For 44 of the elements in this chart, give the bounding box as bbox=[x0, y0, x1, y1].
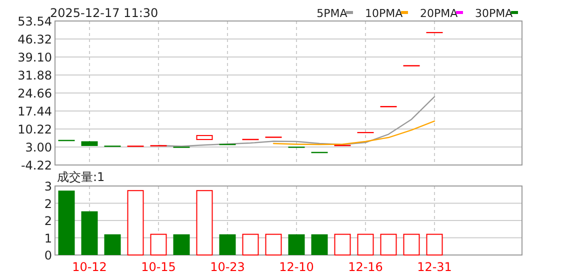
y-tick-label: 24.66 bbox=[18, 86, 52, 100]
y-tick-label: 2 bbox=[44, 196, 52, 211]
y-tick-label: 39.10 bbox=[18, 50, 52, 64]
y-tick-label: 0 bbox=[44, 248, 52, 262]
y-tick-label: 53.54 bbox=[18, 14, 52, 28]
bar bbox=[334, 234, 351, 256]
bar bbox=[127, 190, 144, 256]
bar bbox=[311, 234, 328, 255]
y-tick-label: 17.44 bbox=[18, 104, 52, 118]
bar bbox=[242, 234, 259, 256]
bar bbox=[288, 234, 305, 255]
y-tick-label: 31.88 bbox=[18, 68, 52, 82]
y-tick-label: 3 bbox=[44, 180, 52, 194]
y-tick-label: 3.00 bbox=[25, 140, 52, 154]
bar bbox=[219, 234, 236, 255]
x-tick-label: 12-31 bbox=[417, 260, 452, 274]
x-tick-label: 12-10 bbox=[279, 260, 314, 274]
legend-item: 20PMA bbox=[420, 7, 463, 20]
bar bbox=[265, 234, 282, 256]
legend-item: 5PMA bbox=[316, 7, 353, 20]
x-tick-label: 10-15 bbox=[141, 260, 176, 274]
line-series bbox=[272, 120, 436, 146]
bar bbox=[357, 234, 374, 256]
bar bbox=[196, 190, 213, 256]
chart-title: 2025-12-17 11:30 bbox=[50, 6, 158, 20]
legend-item: 30PMA bbox=[475, 7, 518, 20]
bar bbox=[403, 234, 420, 256]
chart-title: 成交量:1 bbox=[57, 170, 105, 184]
bar bbox=[173, 234, 190, 255]
bar bbox=[104, 234, 121, 255]
y-tick-label: 1 bbox=[44, 231, 52, 246]
x-tick-label: 10-23 bbox=[210, 260, 245, 274]
bar bbox=[380, 234, 397, 256]
y-tick-label: -4.22 bbox=[20, 158, 52, 172]
x-tick-label: 10-12 bbox=[72, 260, 107, 274]
x-tick-label: 12-16 bbox=[348, 260, 383, 274]
bar bbox=[58, 190, 75, 255]
legend-item: 10PMA bbox=[365, 7, 408, 20]
bar bbox=[150, 234, 167, 256]
y-tick-label: 2 bbox=[44, 214, 52, 228]
y-tick-label: 46.32 bbox=[18, 32, 52, 46]
y-tick-label: 10.22 bbox=[18, 122, 52, 136]
bar bbox=[426, 234, 443, 256]
bar bbox=[81, 211, 98, 255]
